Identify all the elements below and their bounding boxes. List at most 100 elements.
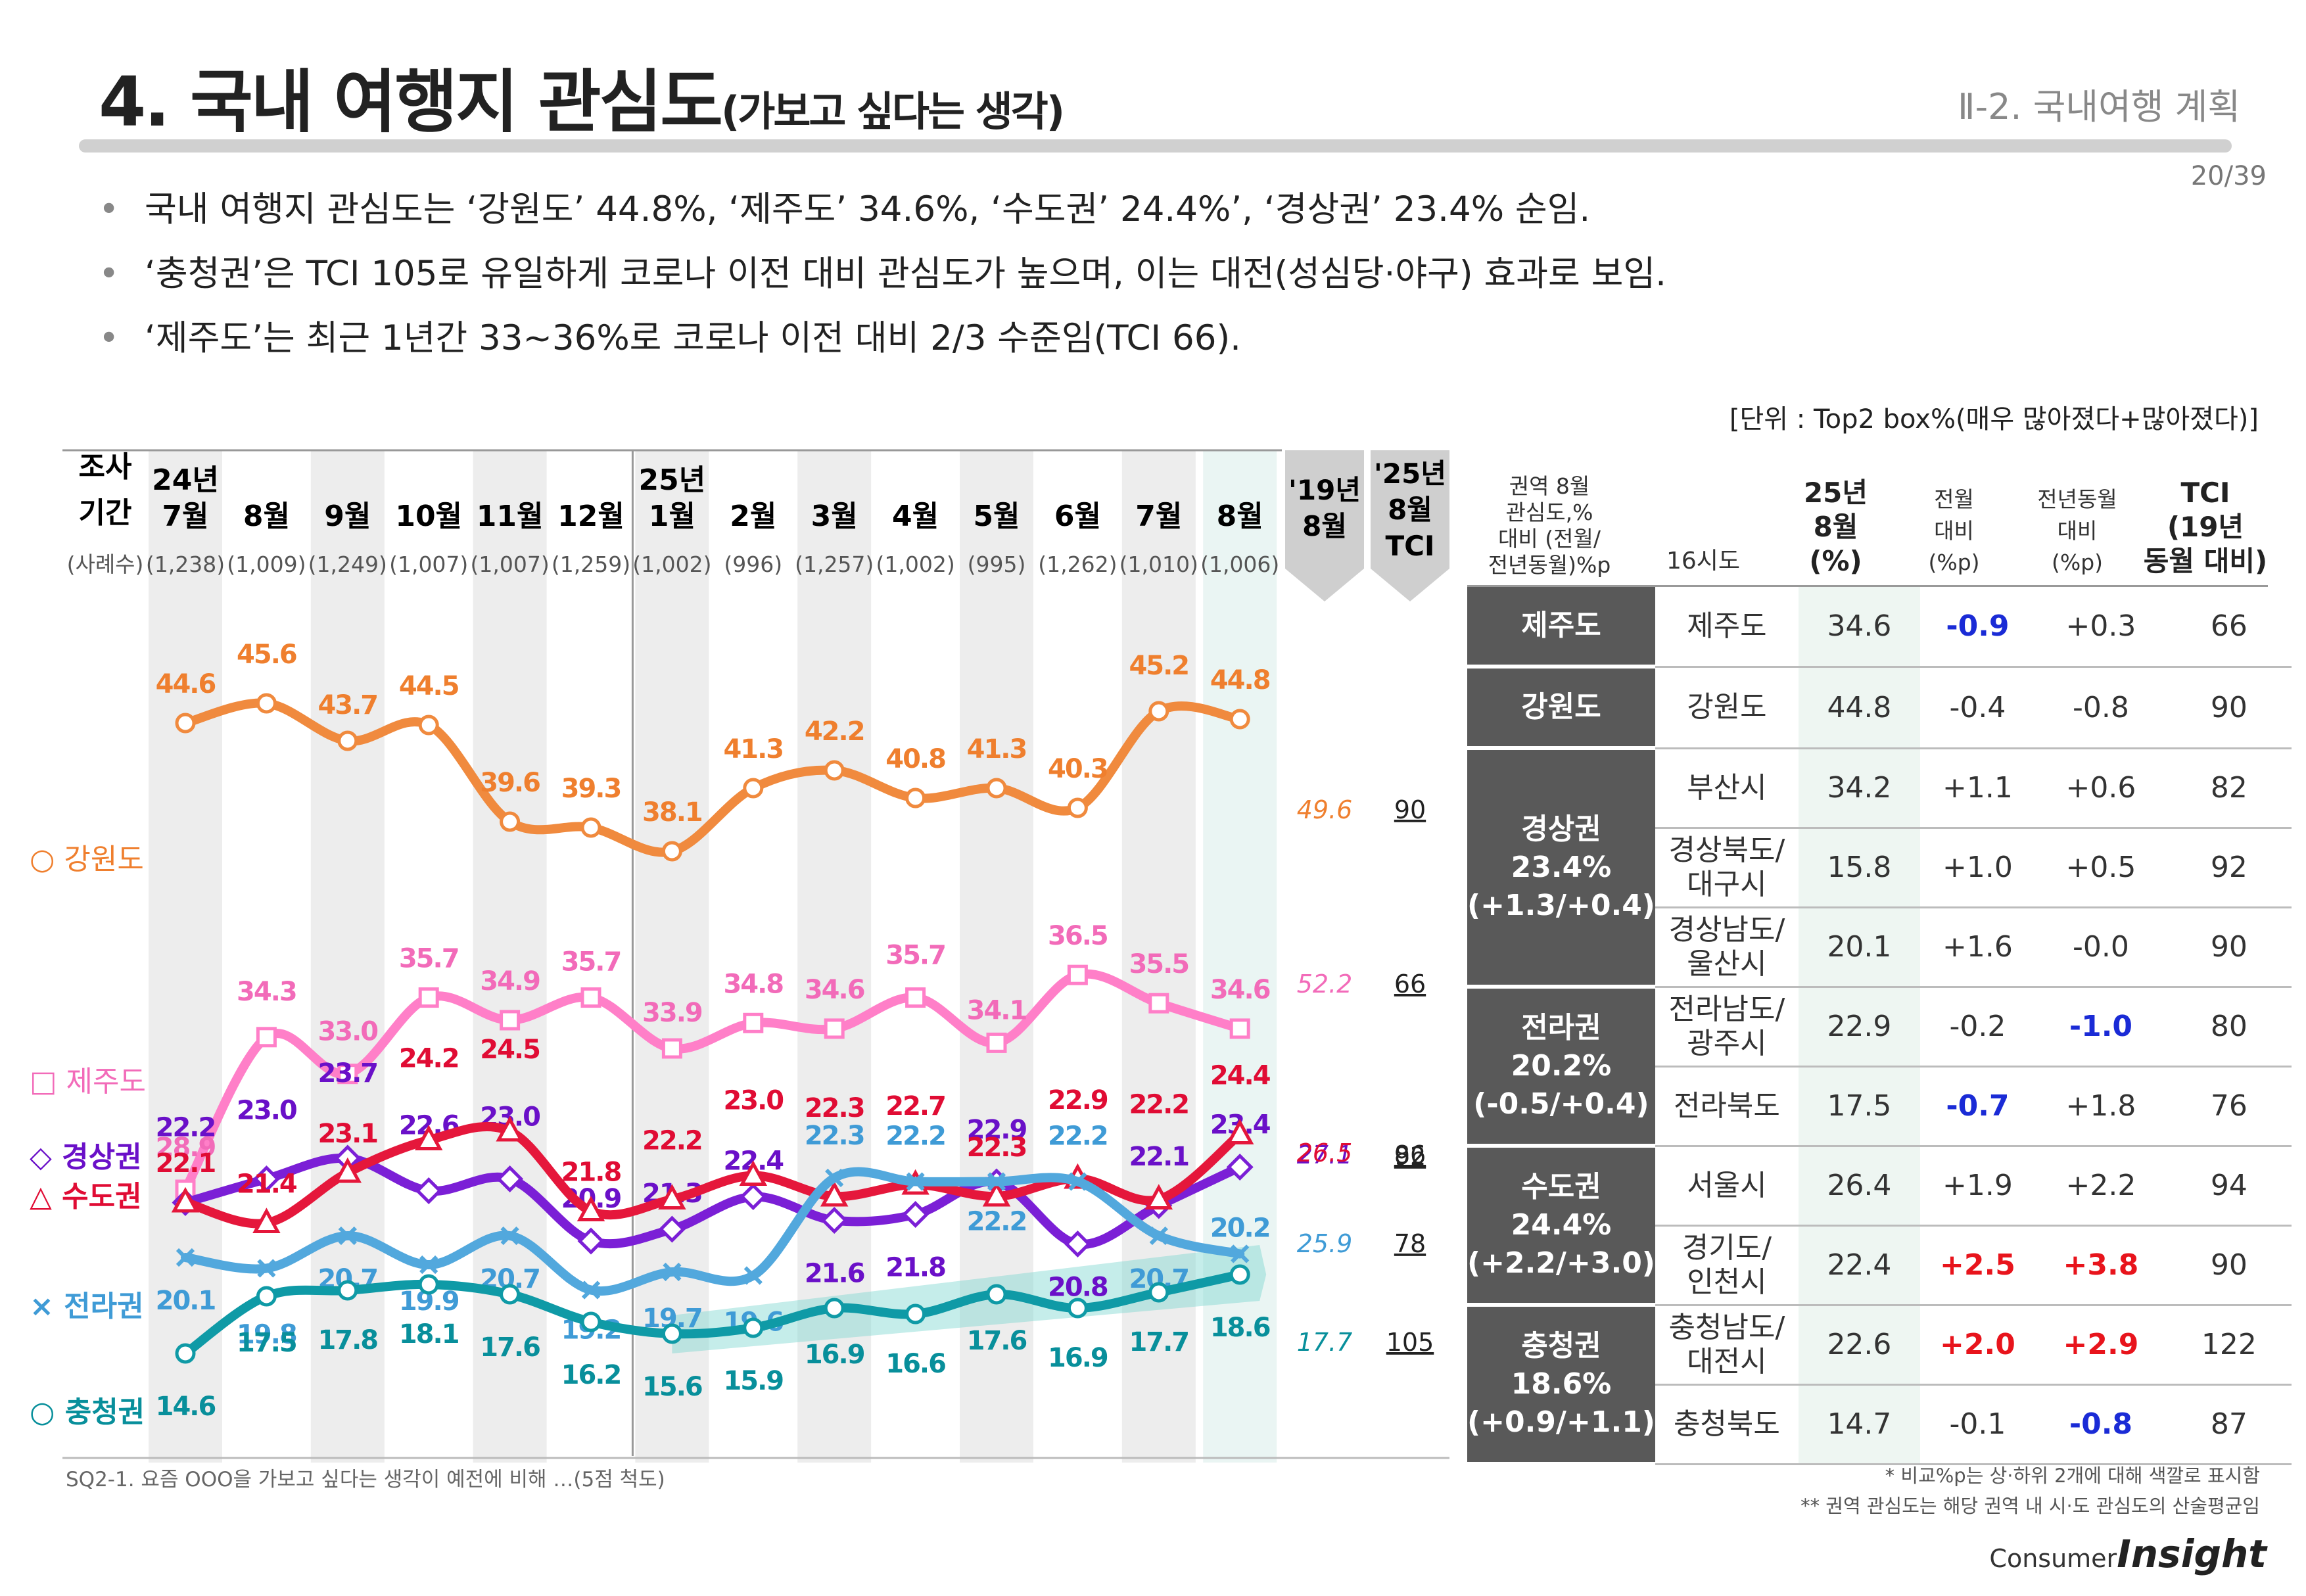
cell-line: 경상남도/ — [1668, 912, 1785, 947]
data-label-4-0: 20.1 — [156, 1286, 216, 1316]
cell-value: 17.5 — [1827, 1089, 1892, 1123]
col19-arrow — [1285, 569, 1364, 601]
cell-line: 충청권 — [1521, 1329, 1601, 1363]
cell-city: 전라남도/광주시 — [1655, 987, 1799, 1068]
x-tick-12: 7월 — [1135, 500, 1182, 533]
data-label-0-4: 39.6 — [480, 768, 540, 798]
data-label-0-9: 40.8 — [885, 744, 945, 774]
cell-line: 제주도 — [1687, 609, 1767, 643]
sample-size-7: (996) — [724, 552, 782, 577]
data-label-5-11: 16.9 — [1048, 1343, 1108, 1373]
point-1-4 — [500, 1010, 521, 1031]
data-label-2-8: 21.6 — [805, 1259, 864, 1289]
point-3-1 — [252, 1208, 281, 1233]
data-label-1-0: 28.9 — [156, 1133, 216, 1163]
cell-line: 강원도 — [1687, 690, 1767, 724]
header-line: TCI — [2180, 477, 2230, 509]
cell-line: 강원도 — [1521, 690, 1601, 724]
tci-1: 66 — [1394, 970, 1426, 998]
col19-bg — [1285, 450, 1364, 569]
cell-line: 서울시 — [1687, 1168, 1767, 1202]
cell-mom: +1.6 — [1919, 907, 2035, 988]
cell-value: +2.0 — [1940, 1328, 2015, 1361]
point-4-5 — [581, 1280, 601, 1300]
cell-value: 부산시 — [1655, 771, 1799, 805]
sample-size-0: (1,238) — [146, 552, 225, 577]
cell-line: 23.4% — [1511, 850, 1612, 884]
x-tick-10: 5월 — [973, 500, 1020, 533]
cell-value: -0.7 — [1946, 1089, 2010, 1123]
x-tick-7: 2월 — [730, 500, 776, 533]
cell-value: +1.9 — [1942, 1169, 2013, 1202]
data-label-4-1: 19.8 — [237, 1320, 296, 1350]
cell-line: 전라북도 — [1673, 1089, 1780, 1123]
period-label-1: 조사 — [79, 450, 132, 484]
point-3-2 — [333, 1157, 362, 1183]
table-row: 경상권 23.4% (+1.3/+0.4) 부산시 34.2 +1.1 +0.6 82 — [1467, 748, 2292, 989]
point-3-8 — [820, 1181, 849, 1207]
cell-line: 18.6% — [1511, 1367, 1612, 1401]
table-row: 전라권 20.2% (-0.5/+0.4) 전라남도/광주시 22.9 -0.2 -1.0 8… — [1467, 987, 2292, 1148]
unit-label: [단위 : Top2 box%(매우 많아졌다+많아졌다)] — [1729, 404, 2259, 434]
table-row: 경기도/인천시 22.4 +2.5 +3.8 90 — [1467, 1225, 2292, 1306]
point-5-1 — [256, 1286, 277, 1307]
data-label-2-0: 22.2 — [156, 1113, 216, 1143]
sample-size-3: (1,007) — [389, 552, 468, 577]
point-0-4 — [500, 811, 521, 832]
data-label-0-11: 40.3 — [1048, 754, 1108, 784]
cell-line: 24.4% — [1511, 1208, 1612, 1242]
point-0-13 — [1229, 709, 1250, 730]
point-5-4 — [500, 1284, 521, 1305]
legend-2: ◇ 경상권 — [30, 1140, 142, 1174]
sample-size-8: (1,257) — [795, 552, 874, 577]
col25-label-3: TCI — [1385, 530, 1434, 562]
cell-line: 전라권 — [1521, 1011, 1601, 1044]
point-1-5 — [580, 987, 601, 1008]
bullet-3: ‘제주도’는 최근 1년간 33~36%로 코로나 이전 대비 2/3 수준임(… — [99, 306, 1666, 371]
cell-city: 전라북도 — [1655, 1066, 1799, 1147]
pre-covid-0: 49.6 — [1297, 795, 1353, 824]
col25-arrow — [1371, 569, 1449, 601]
data-label-0-10: 41.3 — [967, 734, 1027, 764]
col25-bg — [1371, 450, 1449, 569]
data-label-4-13: 20.2 — [1210, 1213, 1270, 1244]
point-5-0 — [175, 1343, 196, 1364]
cell-yoy: +0.6 — [2035, 748, 2167, 829]
header-line: 전년동월 — [2037, 486, 2117, 512]
cell-yoy: +1.8 — [2035, 1066, 2167, 1147]
legend-4: × 전라권 — [30, 1290, 144, 1323]
cell-city: 경상북도/대구시 — [1655, 828, 1799, 908]
data-label-5-3: 18.1 — [399, 1319, 459, 1350]
data-label-3-13: 24.4 — [1210, 1061, 1270, 1091]
data-label-4-8: 22.3 — [805, 1121, 864, 1151]
legend-1: □ 제주도 — [30, 1065, 146, 1098]
sample-size-4: (1,007) — [470, 552, 549, 577]
data-label-1-4: 34.9 — [480, 966, 540, 997]
table-header-5: TCI (19년 동월 대비) — [2143, 476, 2268, 578]
table-header-3: 전월 대비 (%p) — [1896, 484, 2012, 578]
data-label-3-0: 22.1 — [156, 1148, 216, 1179]
data-label-2-1: 23.0 — [237, 1096, 296, 1126]
cell-yoy: +0.5 — [2035, 828, 2167, 908]
sample-size-10: (995) — [968, 552, 1026, 577]
point-1-12 — [1148, 993, 1169, 1014]
cell-yoy: +2.2 — [2035, 1146, 2167, 1227]
data-label-5-5: 16.2 — [561, 1360, 621, 1390]
data-label-2-11: 20.8 — [1048, 1273, 1108, 1303]
cell-value: +2.9 — [2063, 1328, 2139, 1361]
x-tick-1: 8월 — [243, 500, 290, 533]
data-label-5-10: 17.6 — [967, 1326, 1027, 1356]
column-band-13 — [1203, 450, 1277, 1463]
cell-value: -0.2 — [1949, 1010, 2006, 1043]
point-3-3 — [414, 1125, 443, 1150]
table-row: 수도권 24.4% (+2.2/+3.0) 서울시 26.4 +1.9 +2.2 94 — [1467, 1146, 2292, 1307]
point-2-5 — [577, 1227, 605, 1255]
point-1-9 — [905, 987, 926, 1008]
cell-pct: 22.9 — [1798, 987, 1920, 1068]
cell-line: 수도권 — [1521, 1170, 1601, 1204]
cell-mom: -0.2 — [1919, 987, 2035, 1068]
point-5-7 — [743, 1317, 764, 1338]
cell-line: 대구시 — [1687, 867, 1767, 901]
col25-label-1: '25년 — [1374, 458, 1446, 490]
page-number: 20/39 — [2190, 161, 2267, 191]
